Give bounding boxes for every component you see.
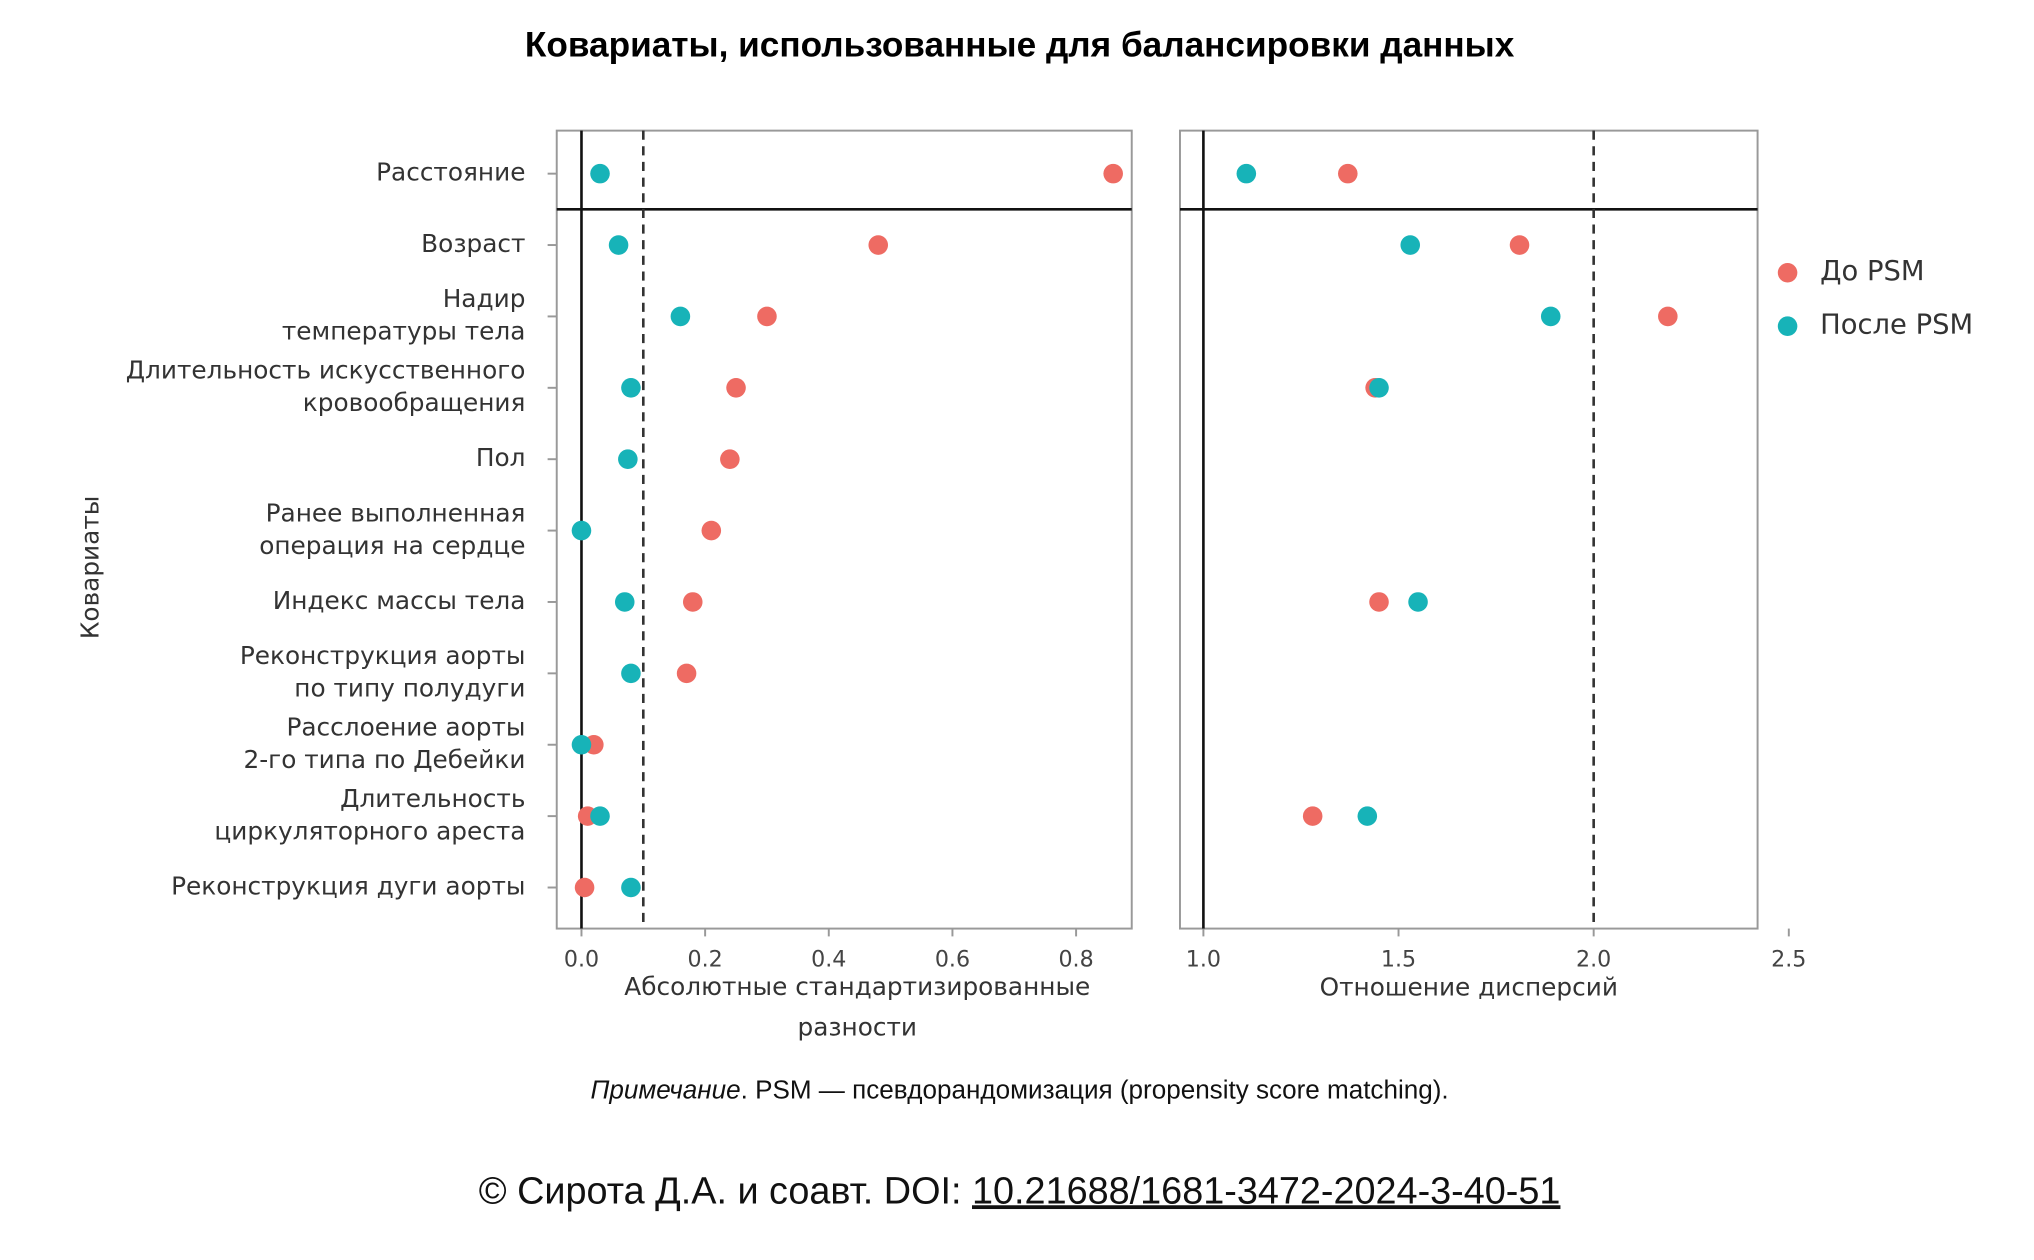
dot — [1236, 163, 1257, 184]
category-label: Пол — [476, 443, 526, 472]
x-tick-label: 0.2 — [688, 946, 723, 972]
dot — [868, 235, 889, 255]
x-axis-label: Отношение дисперсий — [1320, 973, 1618, 1002]
x-tick-label: 1.0 — [1186, 946, 1221, 972]
x-tick-label: 1.5 — [1381, 946, 1416, 972]
dot — [1369, 378, 1389, 398]
dot — [1357, 806, 1378, 826]
x-tick-label: 0.8 — [1058, 946, 1093, 972]
dot — [608, 235, 629, 255]
legend-marker — [1777, 316, 1798, 336]
category-label: Индекс массы тела — [273, 586, 526, 615]
category-label: Реконструкция дуги аорты — [171, 872, 525, 901]
dot — [1369, 592, 1389, 612]
category-label: Длительность циркуляторного ареста — [214, 784, 525, 846]
dot — [1400, 235, 1421, 255]
dot — [621, 378, 641, 398]
dot — [1408, 592, 1428, 612]
dot — [614, 592, 635, 612]
dot — [757, 306, 777, 327]
dot — [571, 734, 592, 755]
dot — [1540, 306, 1561, 327]
doi-link[interactable]: 10.21688/1681-3472-2024-3-40-51 — [972, 1170, 1560, 1212]
x-tick-label: 0.0 — [564, 946, 599, 972]
dot — [720, 449, 740, 469]
note-text: . PSM — псевдорандомизация (propensity s… — [741, 1074, 1449, 1104]
dot — [571, 520, 592, 541]
category-label: Надир температуры тела — [282, 284, 526, 346]
y-axis-label: Ковариаты — [75, 496, 104, 639]
dot — [1509, 235, 1530, 255]
dot — [590, 163, 610, 184]
x-tick-label: 2.5 — [1771, 946, 1806, 972]
dot — [670, 306, 691, 327]
panel-frame — [555, 129, 1133, 930]
category-label: Реконструкция аорты по типу полудуги — [240, 641, 526, 703]
dot — [590, 806, 610, 826]
dot — [618, 449, 638, 469]
dot — [621, 663, 641, 684]
footnote: Примечание. PSM — псевдорандомизация (pr… — [591, 1074, 1449, 1104]
category-label: Возраст — [421, 229, 525, 258]
note-label: Примечание — [591, 1074, 741, 1104]
dot — [621, 877, 641, 898]
category-label: Расстояние — [376, 158, 525, 187]
dot — [1658, 306, 1678, 327]
chart-title: Ковариаты, использованные для балансиров… — [525, 25, 1515, 64]
dot — [682, 592, 703, 612]
category-label: Ранее выполненная операция на сердце — [259, 498, 525, 560]
dot — [1302, 806, 1323, 826]
panel-frame — [1179, 129, 1759, 930]
legend-marker — [1777, 262, 1798, 283]
dot — [701, 520, 722, 541]
legend-label: До PSM — [1820, 256, 1924, 287]
category-label: Длительность искусственного кровообращени… — [126, 356, 526, 418]
copyright-text: © Сирота Д.А. и соавт. DOI: — [479, 1170, 972, 1212]
category-label: Расслоение аорты 2-го типа по Дебейки — [243, 712, 525, 774]
x-axis-label: Абсолютные стандартизированные разности — [624, 972, 1090, 1041]
x-tick-label: 0.6 — [935, 946, 970, 972]
x-tick-label: 0.4 — [811, 946, 846, 972]
dot — [726, 378, 746, 398]
dot — [1103, 163, 1123, 184]
x-tick-label: 2.0 — [1576, 946, 1611, 972]
dot — [676, 663, 697, 684]
copyright: © Сирота Д.А. и соавт. DOI: 10.21688/168… — [479, 1170, 1561, 1212]
dot — [574, 877, 595, 898]
legend-label: После PSM — [1820, 310, 1973, 341]
dot — [1338, 163, 1358, 184]
